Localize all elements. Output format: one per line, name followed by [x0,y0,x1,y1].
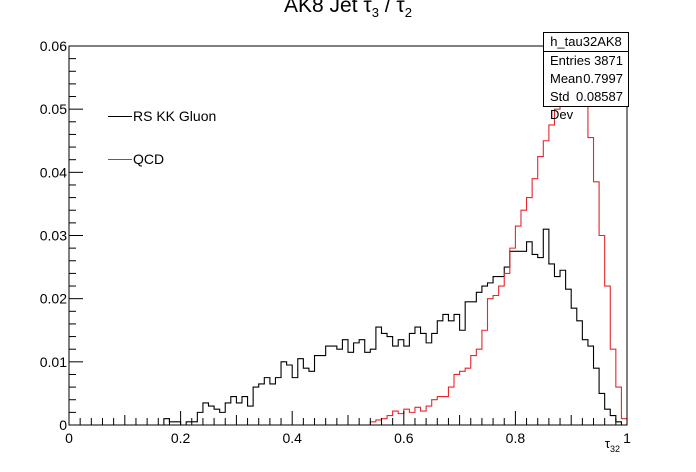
stats-row-entries: Entries 3871 [544,52,628,70]
legend-label-signal: RS KK Gluon [133,108,217,124]
legend-label-qcd: QCD [133,151,165,167]
stats-value: 0.08587 [576,89,623,104]
title-sub2: 2 [404,5,412,21]
stats-box: h_tau32AK8 Entries 3871 Mean 0.7997 Std … [543,32,629,122]
stats-value: 0.7997 [583,71,623,86]
legend-swatch-qcd [108,158,132,160]
x-tick-label: 0.8 [506,430,526,446]
legend-entry-qcd: QCD [108,151,164,167]
x-axis-label: τ32 [605,436,620,454]
title-sep: / τ [378,0,405,17]
legend-swatch-signal [108,115,132,117]
x-tick-label: 0.6 [394,430,414,446]
x-tick-label: 0 [65,430,73,446]
stats-hist-name: h_tau32AK8 [544,33,628,52]
stats-row-stddev: Std Dev 0.08587 [544,88,628,122]
chart-title: AK8 Jet τ3 / τ2 [0,0,696,20]
x-tick-label: 1 [623,430,631,446]
y-tick-label: 0.03 [40,228,67,244]
series-line-signal [69,228,627,426]
stats-label: Std Dev [550,89,574,122]
title-sub1: 3 [371,5,379,21]
y-tick-label: 0.04 [40,164,67,180]
stats-label: Mean [550,71,583,86]
x-tick-label: 0.4 [282,430,302,446]
y-tick-label: 0.06 [40,38,67,54]
x-tick-label: 0.2 [171,430,191,446]
y-tick-label: 0.01 [40,354,67,370]
title-main: AK8 Jet τ [284,0,372,17]
legend-entry-signal: RS KK Gluon [108,108,216,124]
stats-value: 3871 [594,53,623,68]
y-tick-label: 0.05 [40,101,67,117]
y-tick-label: 0 [59,417,67,433]
stats-row-mean: Mean 0.7997 [544,70,628,88]
stats-label: Entries [550,53,591,68]
y-tick-label: 0.02 [40,291,67,307]
